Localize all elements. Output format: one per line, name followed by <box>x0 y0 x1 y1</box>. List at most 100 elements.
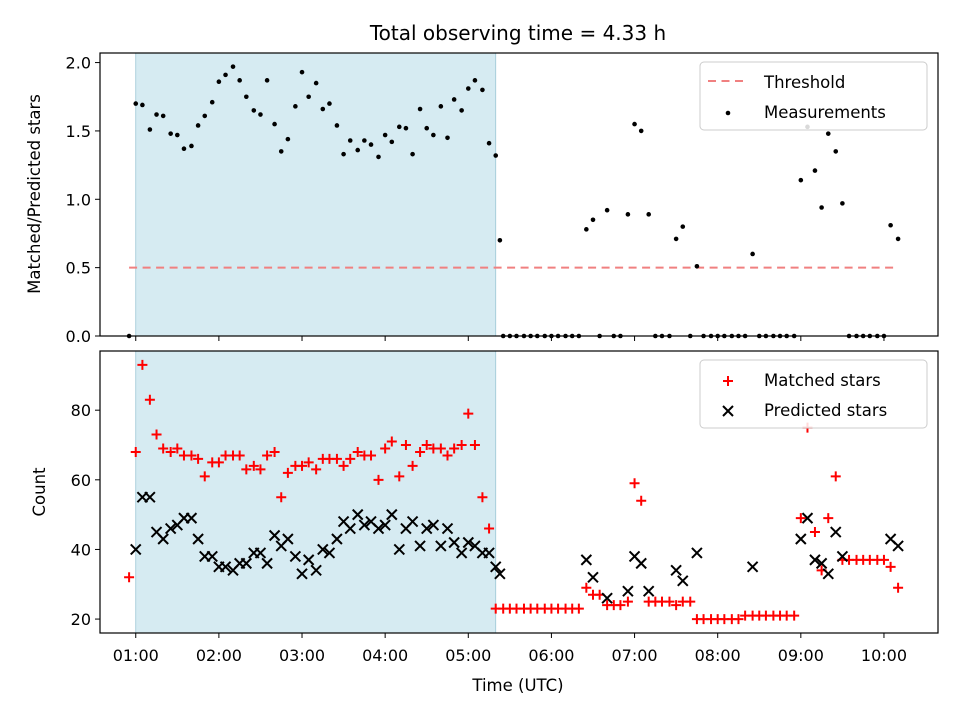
data-point <box>268 529 281 542</box>
x-tick-label: 05:00 <box>445 646 491 665</box>
data-point <box>219 561 232 573</box>
data-point <box>289 550 302 563</box>
x-tick-label: 08:00 <box>695 646 741 665</box>
data-point <box>254 547 267 559</box>
data-point <box>341 151 346 157</box>
data-point <box>303 457 314 468</box>
data-point <box>331 453 342 464</box>
x-tick-label: 03:00 <box>279 646 325 665</box>
data-point <box>691 547 703 559</box>
data-point <box>264 78 270 83</box>
data-point <box>376 154 381 160</box>
data-point <box>483 547 495 559</box>
data-point <box>833 149 839 154</box>
x-tick-label: 02:00 <box>196 646 242 665</box>
data-point <box>389 139 395 145</box>
legend-measurements-swatch <box>725 110 731 116</box>
legend-label: Threshold <box>763 73 845 92</box>
data-point <box>798 177 804 183</box>
legend: Threshold Measurements <box>699 61 928 131</box>
data-point <box>493 153 499 158</box>
data-point <box>320 106 326 112</box>
data-point <box>809 554 821 566</box>
data-point <box>494 568 506 580</box>
data-point <box>694 263 700 269</box>
data-point <box>685 596 696 607</box>
data-point <box>823 513 834 524</box>
data-point <box>394 471 405 482</box>
legend: Matched stars Predicted stars <box>699 359 928 429</box>
data-point <box>625 212 631 217</box>
data-point <box>670 564 682 577</box>
y-tick-label: 0.5 <box>66 259 91 278</box>
data-point <box>809 527 820 538</box>
x-tick-label: 01:00 <box>113 646 159 665</box>
data-point <box>165 446 176 457</box>
data-point <box>795 533 807 545</box>
y-tick-label: 60 <box>71 471 91 490</box>
legend-label: Predicted stars <box>764 401 887 420</box>
data-point <box>302 554 315 566</box>
data-point <box>317 543 329 556</box>
data-point <box>186 450 197 461</box>
data-point <box>334 123 340 128</box>
data-point <box>223 72 228 78</box>
bottom-y-axis-label: Count <box>30 467 49 517</box>
data-point <box>812 168 818 173</box>
data-point <box>372 522 385 535</box>
data-point <box>435 443 446 454</box>
data-point <box>635 557 647 570</box>
data-point <box>255 464 266 475</box>
data-point <box>240 557 253 570</box>
data-point <box>140 102 145 108</box>
data-point <box>646 212 651 217</box>
data-point <box>269 446 280 457</box>
series-predicted-stars <box>130 491 904 604</box>
data-point <box>144 491 156 503</box>
data-point <box>382 132 388 138</box>
data-point <box>449 443 460 454</box>
data-point <box>815 557 828 570</box>
x-tick-label: 10:00 <box>861 646 907 665</box>
data-point <box>323 547 336 559</box>
data-point <box>137 359 148 370</box>
x-tick-label: 07:00 <box>612 646 658 665</box>
data-point <box>130 543 142 556</box>
y-tick-label: 80 <box>71 401 91 420</box>
data-point <box>673 236 679 242</box>
data-point <box>885 561 896 572</box>
data-point <box>345 453 356 464</box>
data-point <box>311 464 322 475</box>
data-point <box>410 151 415 157</box>
data-point <box>144 394 155 405</box>
data-point <box>789 610 800 621</box>
data-point <box>344 522 356 535</box>
data-point <box>822 568 834 580</box>
axes-frame <box>99 350 939 634</box>
data-point <box>581 582 592 593</box>
data-point <box>490 561 502 573</box>
data-point <box>604 207 610 213</box>
data-point <box>241 464 252 475</box>
data-point <box>355 147 361 153</box>
data-point <box>168 131 173 136</box>
data-point <box>299 69 305 75</box>
legend-label: Matched stars <box>764 371 881 390</box>
data-point <box>379 519 391 531</box>
data-point <box>306 94 311 100</box>
top-panel: 0.0 0.5 1.0 1.5 2.0 Threshold Measurements <box>66 52 939 346</box>
data-point <box>406 515 419 528</box>
data-point <box>459 108 464 113</box>
y-tick-label: 40 <box>71 540 91 559</box>
data-point <box>421 522 433 535</box>
data-point <box>175 132 180 138</box>
data-point <box>216 79 222 85</box>
chart-title: Total observing time = 4.33 h <box>369 21 666 45</box>
data-point <box>352 446 363 457</box>
data-point <box>202 113 208 119</box>
data-point <box>642 585 655 597</box>
data-point <box>272 121 277 127</box>
data-point <box>680 224 686 229</box>
data-point <box>199 471 210 482</box>
